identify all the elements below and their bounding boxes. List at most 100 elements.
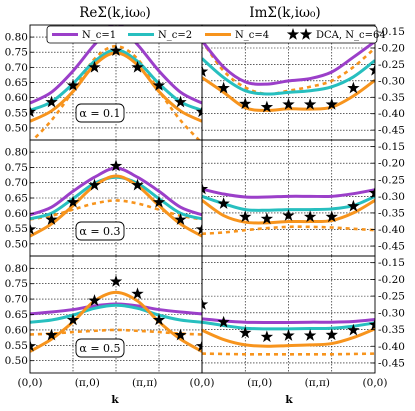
dca-star-point [347, 199, 360, 212]
dca-star-point [195, 105, 202, 118]
y-tick-label: -0.35 [378, 92, 405, 104]
y-tick-label: -0.35 [378, 324, 405, 336]
y-tick-label: 0.70 [5, 177, 28, 189]
y-tick-label: 0.60 [5, 208, 28, 220]
dca-star-point [239, 210, 252, 223]
x-axis: k (0,0) (π,0) (π,π) (0,0) (π,0) (π,π) (0,0) k [18, 377, 388, 406]
y-tick-label: -0.15 [378, 141, 405, 153]
y-tick-label: -0.40 [378, 108, 405, 120]
dca-star-point [195, 339, 202, 352]
dca-star-point [282, 98, 295, 110]
y-tick-label: 0.55 [5, 107, 28, 119]
y-tick-label: -0.30 [378, 191, 405, 203]
panel-re-row2: 0.50 0.55 0.60 0.65 0.70 0.75 0.80 α = 0.3 [5, 139, 203, 257]
alpha-label: α = 0.5 [75, 338, 125, 358]
dca-star-point [239, 326, 252, 339]
dca-star-point [131, 178, 144, 191]
dca-star-point [195, 222, 202, 235]
legend-label: N_c=4 [235, 30, 269, 41]
alpha-label: α = 0.1 [75, 103, 125, 123]
plot-area [30, 256, 202, 373]
left-panel-title: ReΣ(k,iω₀) [79, 5, 150, 21]
y-tick-label: 0.70 [5, 62, 28, 74]
x-axis-label: k [285, 394, 293, 406]
plot-area [30, 140, 202, 256]
panel-re-row3: 0.50 0.55 0.60 0.65 0.70 0.75 0.80 α = 0.5 [5, 255, 203, 374]
y-tick-label: 0.65 [5, 309, 28, 321]
x-axis-label: k [111, 394, 119, 406]
dca-star-point [260, 100, 274, 113]
dca-star-point [325, 210, 338, 223]
series-nc2-line [202, 57, 375, 96]
dca-star-point [30, 105, 37, 118]
y-tick-label: 0.80 [5, 147, 28, 159]
dca-star-point [325, 328, 338, 341]
y-tick-label: 0.65 [5, 193, 28, 205]
series-dashed-line [202, 225, 375, 236]
dca-star-point [152, 79, 166, 91]
y-tick-label: -0.30 [378, 75, 405, 87]
x-tick-label: (0,0) [190, 377, 215, 389]
dca-star-point [88, 294, 101, 306]
dca-star-point [131, 60, 144, 73]
y-tick-label: -0.25 [378, 291, 405, 303]
dca-star-point [202, 297, 209, 310]
right-panel-title: ImΣ(k,iω₀) [249, 5, 320, 21]
legend-entry-nc1: N_c=1 [52, 30, 116, 41]
dca-star-point [202, 182, 209, 195]
dca-star-point [260, 212, 274, 225]
legend-entry-nc2: N_c=2 [128, 30, 192, 41]
y-tick-label: -0.15 [378, 257, 405, 269]
plot-area [202, 256, 375, 373]
dca-star-point [45, 95, 58, 108]
legend-label: N_c=1 [82, 30, 116, 41]
y-tick-label: 0.80 [5, 263, 28, 275]
x-tick-label: (π,π) [305, 377, 330, 389]
series-dashed-line [202, 352, 375, 356]
panel-im-row2: -0.15 -0.20 -0.25 -0.30 -0.35 -0.40 -0.45 [201, 139, 405, 257]
y-tick-label: 0.75 [5, 47, 28, 59]
dca-star-point [282, 329, 295, 341]
y-tick-label: -0.45 [378, 357, 405, 369]
legend-entry-nc4: N_c=4 [205, 30, 269, 41]
series-nc4-line [30, 290, 202, 353]
dca-star-point [109, 275, 123, 287]
dca-star-point [303, 329, 317, 341]
x-tick-label: (π,0) [75, 377, 100, 389]
dca-star-point [217, 315, 230, 328]
y-tick-label: -0.15 [378, 26, 405, 38]
y-tick-label: 0.50 [5, 238, 28, 250]
legend-entry-dca: DCA, N_c=64 [286, 28, 386, 41]
dca-star-point [152, 195, 166, 208]
x-tick-label: (π,0) [247, 377, 272, 389]
y-tick-label: 0.75 [5, 162, 28, 174]
y-tick-label: -0.45 [378, 241, 405, 253]
panel-frame [201, 255, 376, 374]
alpha-label: α = 0.3 [75, 221, 125, 241]
dca-star-point [368, 63, 375, 76]
y-tick-label: -0.20 [378, 158, 405, 170]
dca-star-point [239, 97, 252, 110]
series-nc1-line [30, 25, 202, 105]
dca-star-point [303, 210, 317, 223]
y-tick-label: 0.55 [5, 223, 28, 235]
dca-star-point [66, 195, 80, 208]
series-nc1-line [202, 39, 375, 86]
dca-star-point [66, 313, 80, 326]
x-tick-label: (0,0) [18, 377, 43, 389]
y-tick-label: -0.40 [378, 341, 405, 353]
y-tick-label: 0.65 [5, 77, 28, 89]
series-dashed-line [30, 199, 202, 221]
y-tick-label: 0.70 [5, 294, 28, 306]
y-tick-label: -0.25 [378, 174, 405, 186]
dca-star-point [88, 60, 101, 73]
series-nc4-line [30, 174, 202, 238]
series-nc2-line [202, 320, 375, 331]
dca-star-point [303, 98, 317, 110]
dca-star-point [347, 81, 360, 94]
plot-area [202, 25, 375, 140]
panel-im-row1: -0.15 -0.20 -0.25 -0.30 -0.35 -0.40 -0.45 [201, 24, 405, 141]
dca-star-point [45, 328, 58, 341]
y-tick-label: -0.35 [378, 207, 405, 219]
